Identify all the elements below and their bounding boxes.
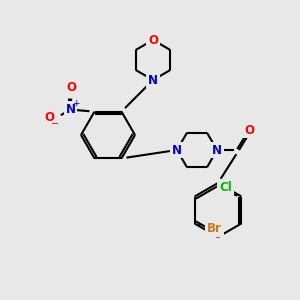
Text: O: O — [44, 111, 55, 124]
Text: Br: Br — [207, 222, 222, 235]
Text: Cl: Cl — [219, 181, 232, 194]
Text: N: N — [148, 74, 158, 86]
Text: O: O — [67, 81, 76, 94]
Text: O: O — [148, 34, 158, 46]
Text: −: − — [51, 118, 60, 129]
Text: N: N — [212, 143, 222, 157]
Text: N: N — [172, 143, 182, 157]
Text: N: N — [65, 103, 76, 116]
Text: O: O — [244, 124, 254, 136]
Text: +: + — [72, 99, 79, 108]
